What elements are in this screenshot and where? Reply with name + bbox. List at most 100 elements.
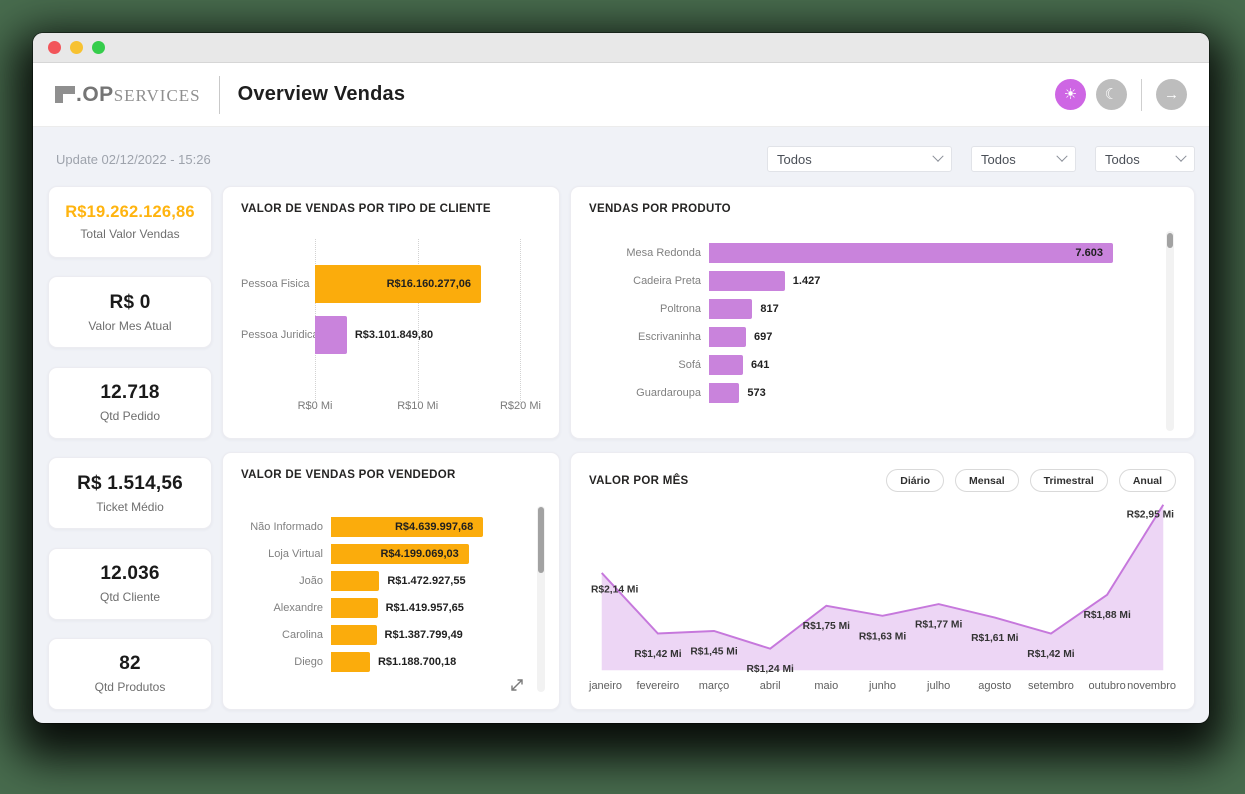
period-button-mensal[interactable]: Mensal <box>955 469 1019 492</box>
x-axis-month-label: agosto <box>978 680 1012 692</box>
filter-dropdown-3-value: Todos <box>1105 151 1140 167</box>
chevron-down-icon <box>932 150 944 162</box>
filter-dropdown-3[interactable]: Todos <box>1095 146 1195 172</box>
actions-divider <box>1141 78 1142 111</box>
valor-mes-area-chart[interactable]: R$2,14 Mi R$1,42 Mi R$1,45 Mi R$1,24 Mi R$1,… <box>589 500 1176 678</box>
expand-button[interactable] <box>507 675 527 695</box>
bar[interactable]: 7.603 <box>709 243 1113 263</box>
bar[interactable] <box>331 652 370 672</box>
forward-button[interactable]: → <box>1156 79 1187 110</box>
kpi-value: R$19.262.126,86 <box>65 203 195 221</box>
x-axis-labels: R$0 Mi R$10 Mi R$20 Mi <box>298 400 541 416</box>
zoom-button[interactable] <box>92 41 105 54</box>
kpi-label: Qtd Pedido <box>99 409 161 424</box>
bar-category-label: Mesa Redonda <box>626 247 701 259</box>
sun-icon: ☀ <box>1063 86 1078 103</box>
bar-value-label: R$1.472.927,55 <box>387 575 466 587</box>
period-button-diario[interactable]: Diário <box>886 469 945 492</box>
kpi-value: R$ 1.514,56 <box>77 472 183 494</box>
bar-track: 573 <box>709 383 1150 403</box>
bar[interactable] <box>709 383 740 403</box>
panel-tipo-cliente: VALOR DE VENDAS POR TIPO DE CLIENTE Pess… <box>222 186 560 439</box>
panel-produto: VENDAS POR PRODUTO Mesa Redonda 7.603 Cade… <box>570 186 1195 439</box>
produto-scrollbar[interactable] <box>1166 231 1174 431</box>
theme-dark-button[interactable]: ☾ <box>1096 79 1127 110</box>
middle-column: VALOR DE VENDAS POR TIPO DE CLIENTE Pess… <box>222 186 560 710</box>
kpi-label: Total Valor Vendas <box>80 227 180 241</box>
bar-value-label: R$1.188.700,18 <box>377 656 457 668</box>
data-point-label: R$1,45 Mi <box>690 646 738 657</box>
x-axis-month-label: janeiro <box>589 680 623 692</box>
theme-light-button[interactable]: ☀ <box>1055 79 1086 110</box>
bar-track: 641 <box>709 355 1150 375</box>
logo-text-bold: .OP <box>76 82 114 106</box>
tipo-cliente-chart: Pessoa Fisica R$16.160.277,06 Pessoa Jurid… <box>241 215 541 402</box>
app-window: .OP SERVICES Overview Vendas ☀ ☾ → Updat… <box>33 33 1209 723</box>
kpi-card: 82 Qtd Produtos <box>48 637 212 710</box>
bar[interactable] <box>331 598 378 618</box>
x-axis-month-label: novembro <box>1127 680 1176 692</box>
bar[interactable] <box>315 316 347 354</box>
bar-track: 817 <box>709 299 1150 319</box>
bar[interactable] <box>709 355 744 375</box>
header-divider <box>218 75 220 114</box>
x-axis-month-label: fevereiro <box>636 680 680 692</box>
filter-dropdown-2[interactable]: Todos <box>971 146 1076 172</box>
bar-row: Guardaroupa 573 <box>589 383 1150 403</box>
bar[interactable] <box>709 271 785 291</box>
bar-value-label: 697 <box>754 331 773 343</box>
bar-category-label: Pessoa Juridica <box>241 329 319 341</box>
dashboard-grid: R$19.262.126,86 Total Valor Vendas R$ 0 Val… <box>48 186 1195 710</box>
vendedor-scrollbar-thumb[interactable] <box>538 507 544 573</box>
period-buttons: Diário Mensal Trimestral Anual <box>886 469 1176 492</box>
x-axis-month-label: março <box>698 680 730 692</box>
data-point-label: R$1,75 Mi <box>803 621 851 632</box>
kpi-value: R$ 0 <box>109 291 151 313</box>
bar-category-label: Carolina <box>282 629 323 641</box>
produto-scrollbar-thumb[interactable] <box>1167 233 1173 248</box>
data-point-label: R$1,77 Mi <box>915 620 963 631</box>
bar-row: Loja Virtual R$4.199.069,03 <box>241 544 541 564</box>
kpi-label: Qtd Produtos <box>94 680 166 695</box>
x-axis-month-label: abril <box>759 680 781 692</box>
bar-track: 7.603 <box>709 243 1150 263</box>
vendedor-scrollbar[interactable] <box>537 506 545 692</box>
bar-row: Carolina R$1.387.799,49 <box>241 625 541 645</box>
data-point-label: R$1,42 Mi <box>634 649 682 660</box>
kpi-label: Valor Mes Atual <box>88 318 172 333</box>
period-button-trimestral[interactable]: Trimestral <box>1029 469 1108 492</box>
x-axis-tick: R$10 Mi <box>397 400 439 412</box>
bar-row: Cadeira Preta 1.427 <box>589 271 1150 291</box>
bar[interactable]: R$4.639.997,68 <box>331 517 484 537</box>
bar[interactable]: R$4.199.069,03 <box>331 544 469 564</box>
bar-value-label: R$1.419.957,65 <box>385 602 464 614</box>
app-header: .OP SERVICES Overview Vendas ☀ ☾ → <box>33 63 1209 127</box>
kpi-card: R$ 0 Valor Mes Atual <box>48 276 212 349</box>
bar-row: Poltrona 817 <box>589 299 1150 319</box>
area-line <box>601 504 1165 650</box>
bar-row: Diego R$1.188.700,18 <box>241 652 541 672</box>
bar[interactable] <box>331 571 380 591</box>
bar[interactable] <box>709 299 753 319</box>
bar[interactable] <box>331 625 377 645</box>
kpi-label: Qtd Cliente <box>99 590 161 605</box>
x-axis-tick: R$0 Mi <box>297 400 333 412</box>
bar-value-label: R$3.101.849,80 <box>354 329 434 341</box>
x-axis-month-labels: janeiro fevereiro março abril maio junho julho… <box>589 680 1176 696</box>
data-point-label: R$1,42 Mi <box>1027 649 1075 660</box>
period-button-anual[interactable]: Anual <box>1118 469 1176 492</box>
bar-category-label: Diego <box>294 656 323 668</box>
minimize-button[interactable] <box>70 41 83 54</box>
bar-track: R$16.160.277,06 <box>315 265 541 303</box>
kpi-value: 82 <box>119 653 141 675</box>
valor-mes-header: VALOR POR MÊS Diário Mensal Trimestral A… <box>589 469 1176 492</box>
bar-category-label: Guardaroupa <box>636 387 701 399</box>
bar[interactable]: R$16.160.277,06 <box>315 265 482 303</box>
bar-row: Pessoa Fisica R$16.160.277,06 <box>241 265 541 303</box>
close-button[interactable] <box>48 41 61 54</box>
bar[interactable] <box>709 327 747 347</box>
opservices-logo-mark-icon <box>55 86 75 103</box>
bar-track: R$1.472.927,55 <box>331 571 541 591</box>
x-axis-month-label: maio <box>814 680 839 692</box>
filter-dropdown-1[interactable]: Todos <box>767 146 952 172</box>
